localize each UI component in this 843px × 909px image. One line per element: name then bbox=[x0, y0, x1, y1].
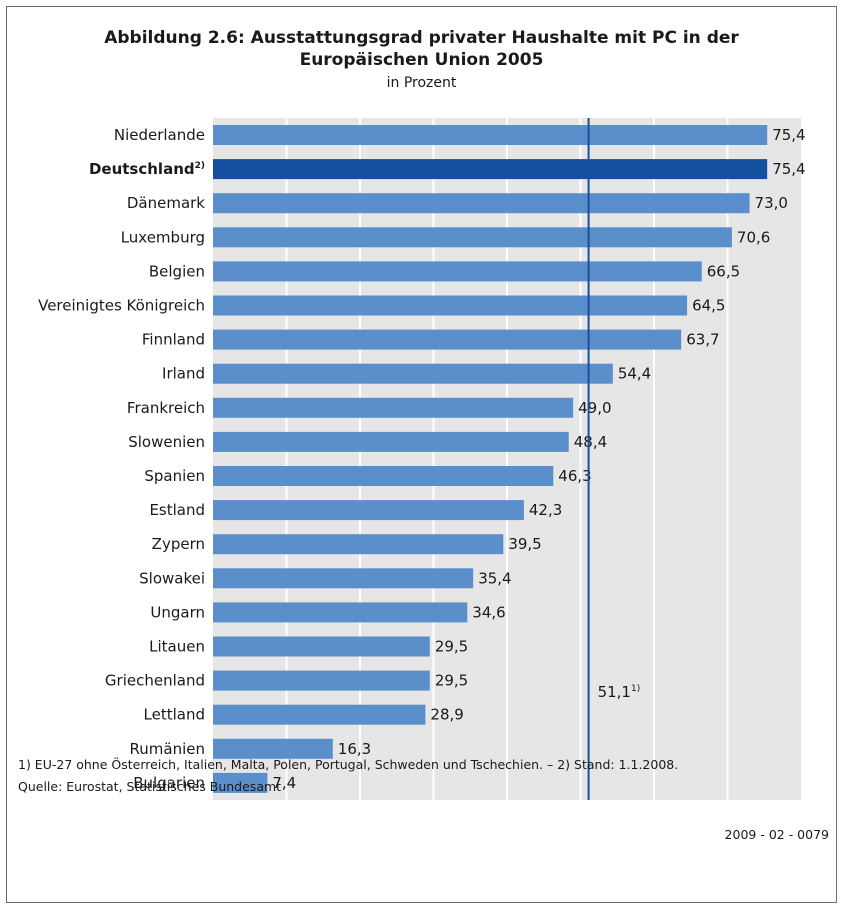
value-label: 54,4 bbox=[618, 365, 651, 383]
value-label: 46,3 bbox=[558, 467, 591, 485]
value-label: 75,4 bbox=[772, 126, 805, 144]
value-label: 28,9 bbox=[430, 706, 463, 724]
bar bbox=[213, 193, 750, 214]
value-label: 64,5 bbox=[692, 297, 725, 315]
bar bbox=[213, 329, 682, 350]
category-label: Slowakei bbox=[139, 569, 205, 587]
bar bbox=[213, 670, 430, 691]
value-label: 73,0 bbox=[755, 194, 788, 212]
category-label: Finnland bbox=[142, 331, 205, 349]
value-label: 70,6 bbox=[737, 228, 770, 246]
value-label: 63,7 bbox=[686, 331, 719, 349]
bar bbox=[213, 159, 768, 180]
figure-code: 2009 - 02 - 0079 bbox=[724, 827, 829, 842]
category-superscript: 2) bbox=[195, 161, 205, 171]
value-label: 34,6 bbox=[472, 603, 505, 621]
value-label: 16,3 bbox=[338, 740, 371, 758]
bar bbox=[213, 602, 468, 623]
value-label: 42,3 bbox=[529, 501, 562, 519]
category-label: Bulgarien bbox=[133, 774, 205, 792]
value-label: 49,0 bbox=[578, 399, 611, 417]
bar bbox=[213, 466, 554, 486]
category-label: Estland bbox=[149, 501, 205, 519]
bar bbox=[213, 500, 524, 521]
category-label: Griechenland bbox=[105, 672, 205, 690]
category-label: Deutschland2) bbox=[89, 160, 205, 178]
chart-title-line2: Europäischen Union 2005 bbox=[299, 50, 544, 70]
bar bbox=[213, 363, 613, 384]
category-label: Zypern bbox=[152, 535, 205, 553]
value-label: 29,5 bbox=[435, 672, 468, 690]
bar bbox=[213, 397, 574, 418]
bar bbox=[213, 295, 688, 316]
category-label: Lettland bbox=[144, 706, 205, 724]
category-label: Irland bbox=[162, 365, 205, 383]
category-label: Belgien bbox=[149, 262, 205, 280]
value-label: 66,5 bbox=[707, 262, 740, 280]
source-note: Quelle: Eurostat, Statistisches Bundesam… bbox=[18, 779, 282, 794]
category-label: Slowenien bbox=[128, 433, 205, 451]
chart-title-line1: Abbildung 2.6: Ausstattungsgrad privater… bbox=[104, 28, 739, 48]
figure-frame bbox=[6, 6, 837, 903]
value-label: 7,4 bbox=[272, 774, 296, 792]
chart-subtitle: in Prozent bbox=[386, 75, 457, 91]
value-label: 75,4 bbox=[772, 160, 805, 178]
footnote: 1) EU-27 ohne Österreich, Italien, Malta… bbox=[18, 757, 679, 772]
bar bbox=[213, 636, 430, 657]
value-label: 39,5 bbox=[508, 535, 541, 553]
category-label: Litauen bbox=[149, 638, 205, 656]
category-label: Ungarn bbox=[150, 603, 205, 621]
category-label: Niederlande bbox=[114, 126, 205, 144]
bar bbox=[213, 431, 569, 452]
bar bbox=[213, 534, 504, 555]
bar bbox=[213, 227, 732, 248]
bar bbox=[213, 568, 474, 589]
bar bbox=[213, 738, 333, 759]
value-label: 35,4 bbox=[478, 569, 511, 587]
bar bbox=[213, 704, 426, 725]
category-label: Vereinigtes Königreich bbox=[38, 297, 205, 315]
value-label: 48,4 bbox=[574, 433, 607, 451]
category-label: Rumänien bbox=[130, 740, 205, 758]
value-label: 29,5 bbox=[435, 638, 468, 656]
category-label: Dänemark bbox=[127, 194, 205, 212]
reference-label: 51,11) bbox=[598, 683, 641, 701]
category-label: Frankreich bbox=[127, 399, 205, 417]
category-label: Spanien bbox=[144, 467, 205, 485]
bar bbox=[213, 261, 702, 282]
bar bbox=[213, 772, 268, 793]
bar bbox=[213, 125, 768, 145]
reference-superscript: 1) bbox=[631, 684, 640, 694]
category-label: Luxemburg bbox=[121, 228, 205, 246]
